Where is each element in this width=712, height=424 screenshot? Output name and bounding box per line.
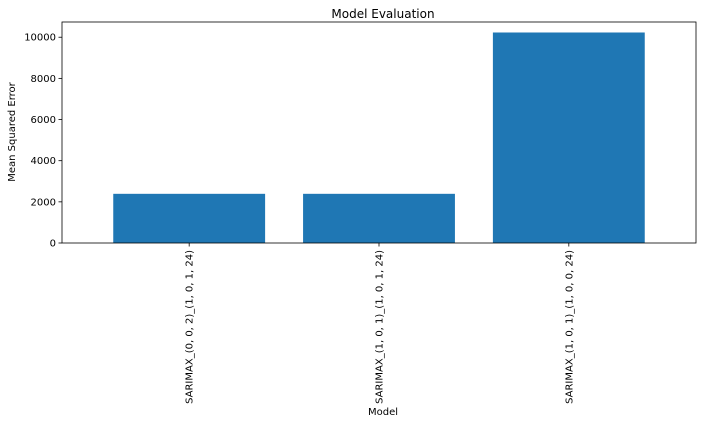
x-tick-label-1: SARIMAX_(1, 0, 1)_(1, 0, 1, 24) (375, 250, 386, 404)
bars-group (113, 32, 645, 243)
y-tick-label-2: 4000 (31, 156, 56, 167)
chart-title: Model Evaluation (331, 7, 434, 21)
y-tick-label-4: 8000 (31, 74, 56, 85)
x-tick-label-0: SARIMAX_(0, 0, 2)_(1, 0, 1, 24) (185, 250, 196, 404)
x-ticks-group: SARIMAX_(0, 0, 2)_(1, 0, 1, 24) SARIMAX_(… (185, 243, 575, 404)
bar-2 (303, 193, 455, 243)
x-axis-label: Model (368, 407, 398, 418)
bar-3 (492, 32, 645, 243)
y-tick-label-3: 6000 (31, 115, 56, 126)
y-tick-label-1: 2000 (31, 197, 56, 208)
y-tick-label-5: 10000 (24, 33, 56, 44)
y-tick-label-0: 0 (50, 239, 56, 250)
y-ticks-group: 0 2000 4000 6000 8000 10000 (24, 33, 62, 250)
bar-1 (113, 193, 266, 243)
y-axis-label: Mean Squared Error (7, 81, 18, 181)
x-tick-label-2: SARIMAX_(1, 0, 1)_(1, 0, 0, 24) (564, 250, 575, 404)
